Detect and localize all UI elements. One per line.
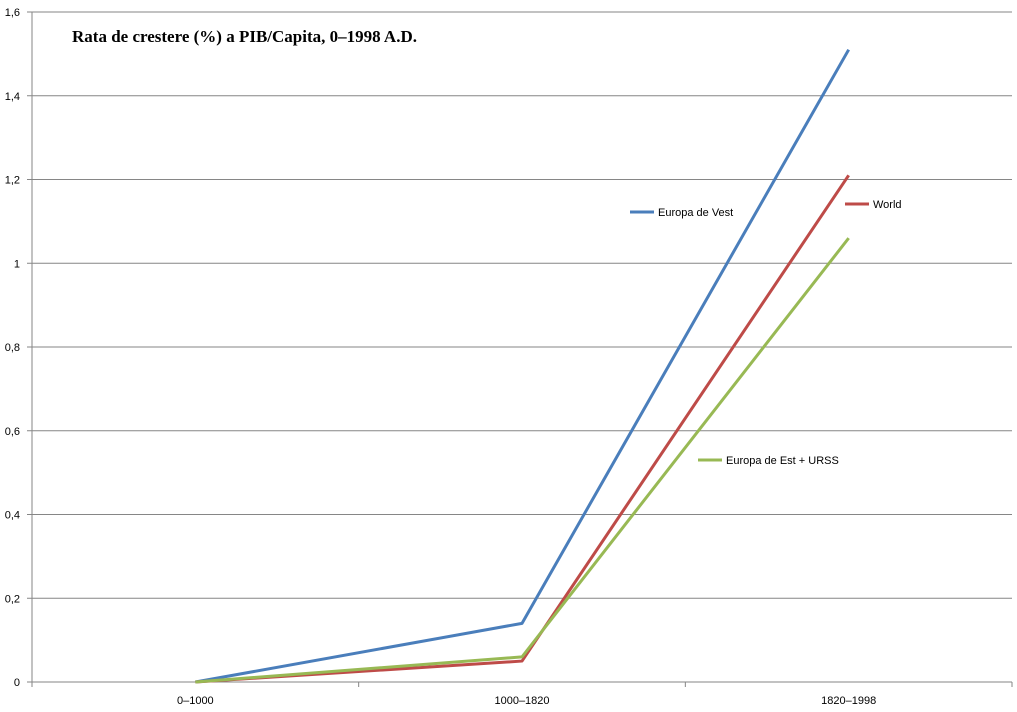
y-tick-label: 0,6: [5, 426, 20, 438]
x-tick-labels: 0–1000 1000–1820 1820–1998: [31, 682, 1013, 707]
legend-item: Europa de Vest: [630, 207, 733, 219]
legend-item: World: [845, 199, 902, 211]
x-tick-label: 1820–1998: [821, 695, 876, 707]
legend: Europa de Vest World Europa de Est + URSS: [630, 199, 902, 467]
y-tick-label: 0: [14, 677, 20, 689]
series-lines: [195, 48, 850, 684]
chart-title: Rata de crestere (%) a PIB/Capita, 0–199…: [72, 27, 417, 46]
legend-label: Europa de Est + URSS: [726, 455, 839, 467]
series-line: [195, 48, 850, 684]
y-tick-label: 1,4: [5, 91, 20, 103]
x-tick-label: 0–1000: [177, 695, 214, 707]
y-tick-label: 1,2: [5, 175, 20, 187]
legend-item: Europa de Est + URSS: [698, 455, 839, 467]
y-tick-label: 0,2: [5, 593, 20, 605]
y-tick-label: 0,8: [5, 342, 20, 354]
legend-label: Europa de Vest: [658, 207, 733, 219]
x-tick-label: 1000–1820: [494, 695, 549, 707]
y-tick-label: 1,6: [5, 7, 20, 19]
y-tick-label: 1: [14, 258, 20, 270]
series-line: [195, 174, 850, 684]
legend-label: World: [873, 199, 902, 211]
y-tick-label: 0,4: [5, 510, 20, 522]
y-tick-labels: 0 0,2 0,4 0,6 0,8 1 1,2 1,4 1,6: [5, 7, 20, 689]
series-line: [195, 237, 850, 684]
gridlines: [27, 11, 1012, 683]
